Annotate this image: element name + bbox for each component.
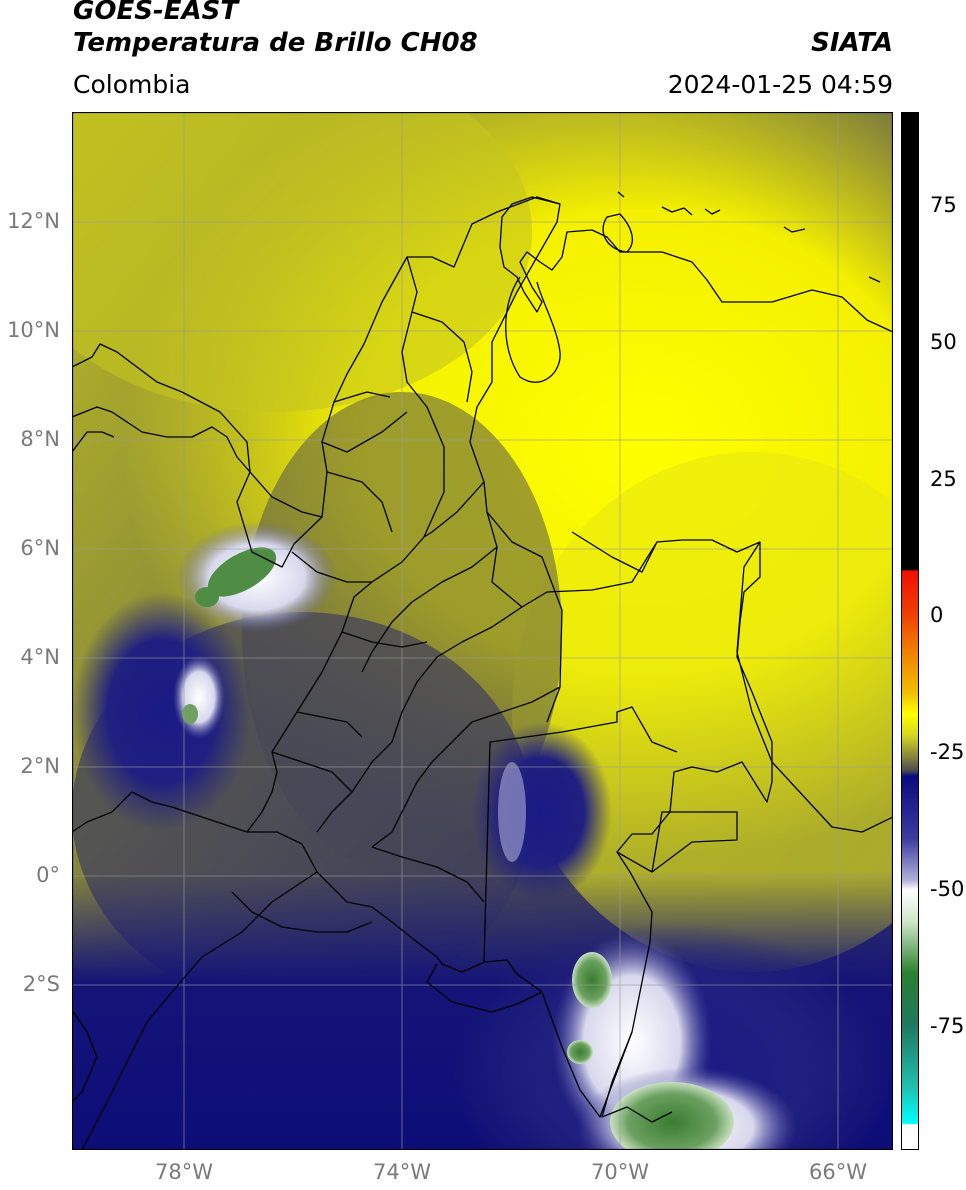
lat-label: 4°N [20, 645, 60, 669]
gridlines [72, 112, 893, 1150]
lat-label: 10°N [7, 318, 60, 342]
colorbar-tick-label: -25 [930, 740, 965, 764]
colorbar-tick-label: 75 [930, 193, 957, 217]
lat-label: 2°N [20, 754, 60, 778]
colorbar-tick-label: -50 [930, 877, 965, 901]
colorbar-tick-label: 0 [930, 603, 944, 627]
region-label: Colombia [73, 70, 191, 99]
colorbar-tick-label: 50 [930, 330, 957, 354]
lat-label: 12°N [7, 209, 60, 233]
lat-label: 2°S [22, 972, 60, 996]
timestamp-label: 2024-01-25 04:59 [667, 70, 893, 99]
country-borders [72, 191, 893, 1150]
lon-label: 74°W [373, 1160, 431, 1184]
lat-label: 8°N [20, 427, 60, 451]
lon-label: 78°W [155, 1160, 213, 1184]
colorbar [901, 112, 919, 1150]
satellite-title: GOES-EAST [73, 0, 239, 26]
lat-label: 0° [36, 863, 60, 887]
lat-label: 6°N [20, 536, 60, 560]
lon-label: 70°W [591, 1160, 649, 1184]
agency-label: SIATA [811, 28, 893, 58]
colorbar-tick-label: 25 [930, 467, 957, 491]
convective-cloud [173, 655, 225, 739]
product-title: Temperatura de Brillo CH08 [73, 28, 478, 58]
map-panel [72, 112, 893, 1150]
lon-label: 66°W [809, 1160, 867, 1184]
colorbar-tick-label: -75 [930, 1014, 965, 1038]
